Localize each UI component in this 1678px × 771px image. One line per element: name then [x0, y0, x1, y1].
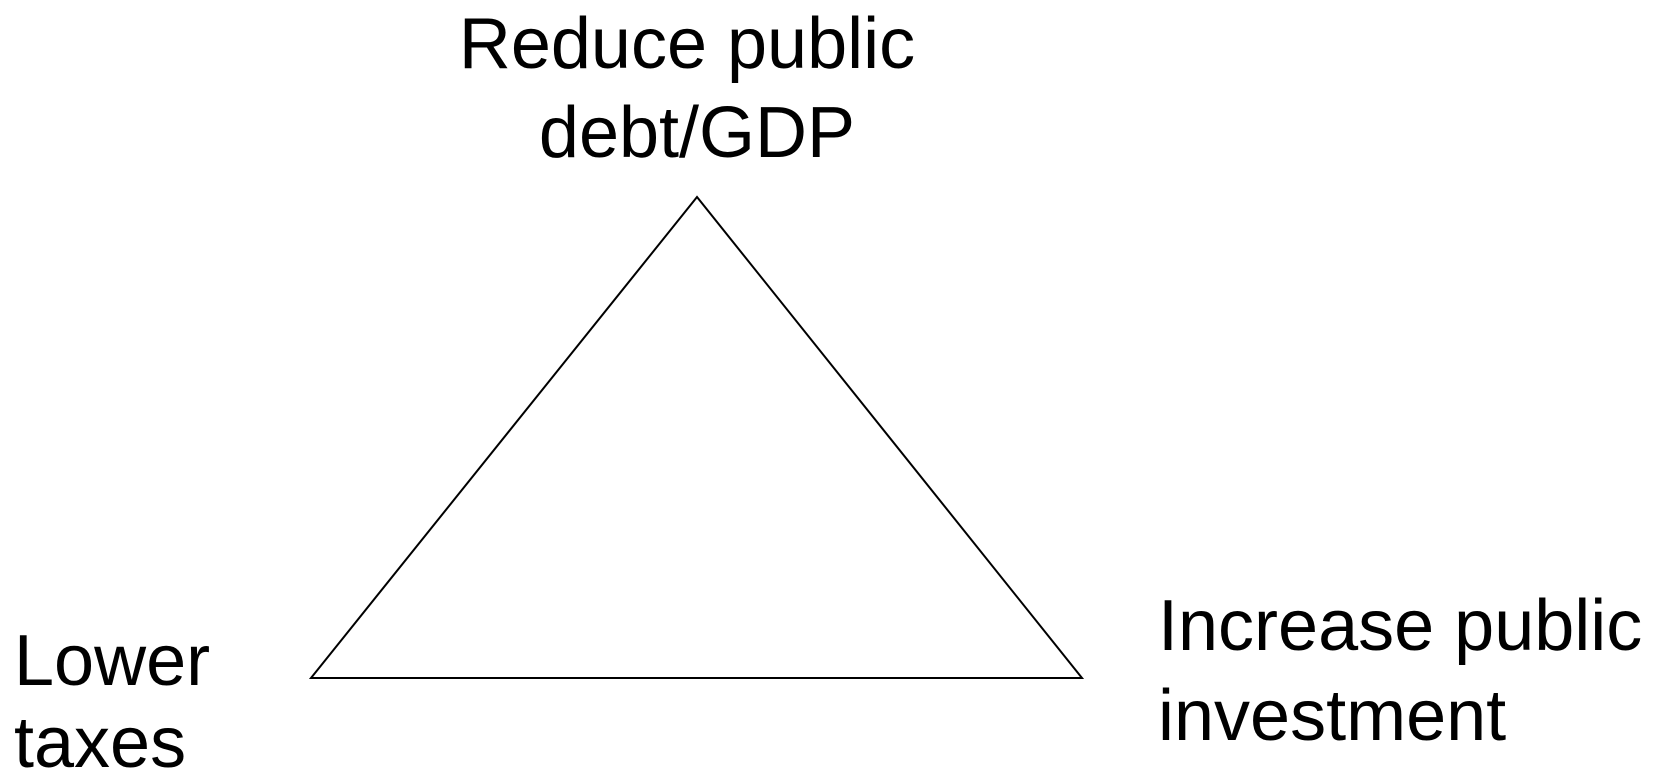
node-label-line: Increase public: [1158, 586, 1642, 666]
trilemma-triangle: [308, 195, 1085, 679]
node-label-line: investment: [1158, 676, 1506, 756]
node-label-line: debt/GDP: [539, 93, 855, 173]
node-right: Increase public investment: [1158, 586, 1662, 756]
node-left: Lower taxes: [14, 621, 230, 771]
node-label-line: taxes: [14, 703, 186, 771]
node-label-line: Reduce public: [459, 4, 915, 84]
node-label-line: Lower: [14, 621, 210, 701]
node-top: Reduce public debt/GDP: [459, 4, 935, 173]
